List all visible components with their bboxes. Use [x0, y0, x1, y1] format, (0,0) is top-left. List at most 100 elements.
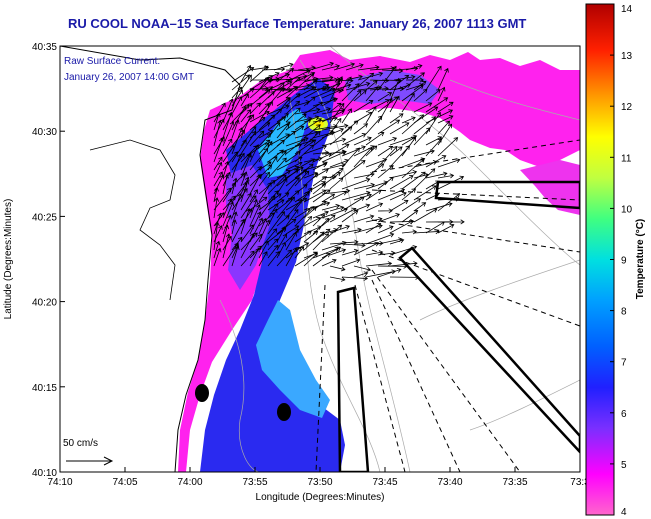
- annotation-line-2: January 26, 2007 14:00 GMT: [64, 72, 194, 83]
- current-vector: [285, 247, 297, 267]
- current-vector: [285, 83, 311, 91]
- current-vector: [329, 177, 344, 190]
- current-vector: [401, 198, 422, 212]
- current-vector: [377, 208, 393, 214]
- bathymetry-contours: [219, 46, 580, 472]
- current-vector: [329, 126, 353, 146]
- current-vector: [240, 192, 252, 211]
- current-vector: [240, 176, 250, 195]
- current-vector: [365, 202, 384, 212]
- current-vector: [258, 182, 272, 203]
- current-vector: [389, 220, 414, 234]
- current-vector: [258, 114, 276, 131]
- current-vector: [437, 173, 455, 179]
- current-vector: [405, 77, 425, 83]
- current-vector: [240, 114, 252, 139]
- current-vector: [276, 81, 293, 91]
- colorbar-tick-label: 12: [621, 102, 633, 113]
- scale-label: 50 cm/s: [63, 438, 98, 449]
- current-vector: [258, 251, 268, 267]
- current-vector: [258, 129, 274, 139]
- current-vector: [365, 158, 388, 168]
- colorbar-tick-label: 6: [621, 409, 627, 420]
- current-vector: [276, 225, 286, 243]
- current-vector: [437, 219, 465, 225]
- current-vector: [377, 188, 406, 201]
- colorbar-tick-label: 4: [621, 507, 627, 518]
- current-vector: [413, 172, 429, 179]
- current-vector: [437, 115, 454, 124]
- current-vector: [294, 163, 314, 179]
- current-vector: [437, 158, 461, 168]
- current-vector: [345, 63, 364, 71]
- current-vector: [329, 143, 350, 157]
- y-tick-label: 40:35: [32, 42, 57, 53]
- sst-purple-region: [226, 165, 270, 290]
- current-vector: [258, 132, 272, 147]
- current-vector: [401, 136, 417, 157]
- current-vector: [345, 81, 371, 91]
- current-vector: [285, 228, 300, 243]
- current-vector: [341, 177, 371, 190]
- x-tick-label: 73:3: [570, 477, 590, 488]
- current-vector: [231, 177, 238, 195]
- x-tick-label: 74:00: [177, 477, 202, 488]
- current-vector: [365, 131, 385, 146]
- x-axis-ticks: 74:10 74:05 74:00 73:55 73:50 73:45 73:40 73:35…: [47, 467, 590, 488]
- current-vector: [249, 65, 270, 71]
- current-vector: [321, 137, 347, 147]
- current-vector: [312, 189, 331, 203]
- current-vector: [353, 123, 369, 135]
- current-vector: [213, 247, 222, 267]
- x-tick-label: 74:10: [47, 477, 72, 488]
- radar-beam-lines: [315, 139, 580, 472]
- current-vector: [329, 265, 346, 272]
- current-vector: [329, 168, 344, 179]
- current-vector: [249, 196, 268, 211]
- current-vector: [437, 86, 446, 102]
- current-vector: [276, 196, 295, 219]
- current-vector: [213, 112, 221, 131]
- current-vector: [267, 190, 279, 203]
- current-vector: [213, 240, 221, 259]
- current-vector: [353, 265, 372, 272]
- current-vector: [329, 190, 348, 201]
- current-vector: [294, 246, 305, 259]
- current-vector: [389, 238, 405, 245]
- current-vector: [231, 119, 240, 139]
- current-vector: [353, 182, 375, 190]
- current-vector: [222, 138, 233, 155]
- coastline: [60, 46, 241, 472]
- x-tick-label: 73:50: [307, 477, 332, 488]
- current-vector: [276, 241, 286, 259]
- current-vector: [294, 139, 317, 155]
- current-vector: [329, 76, 343, 102]
- current-vector: [437, 223, 455, 234]
- current-vector: [213, 119, 223, 147]
- current-vector: [413, 102, 433, 113]
- current-vector: [425, 65, 442, 91]
- current-vector: [425, 171, 448, 179]
- station-marker-east: [277, 403, 291, 421]
- current-vector: [365, 105, 377, 124]
- current-vector: [321, 193, 336, 203]
- current-vector: [309, 61, 335, 71]
- current-vector: [294, 187, 313, 211]
- current-vector: [353, 214, 375, 223]
- current-vector: [401, 158, 425, 179]
- current-vector: [222, 198, 233, 219]
- current-vector: [276, 97, 291, 115]
- current-vector: [353, 100, 374, 113]
- current-vector: [258, 193, 282, 211]
- current-vector: [425, 109, 454, 124]
- current-vector: [285, 107, 301, 123]
- current-vector: [213, 197, 220, 219]
- current-vector: [321, 88, 342, 99]
- current-vector: [258, 101, 273, 123]
- current-vector: [329, 102, 345, 124]
- current-vector: [413, 88, 428, 102]
- current-vector: [222, 214, 232, 235]
- current-vector: [309, 75, 334, 81]
- current-vector: [321, 127, 345, 139]
